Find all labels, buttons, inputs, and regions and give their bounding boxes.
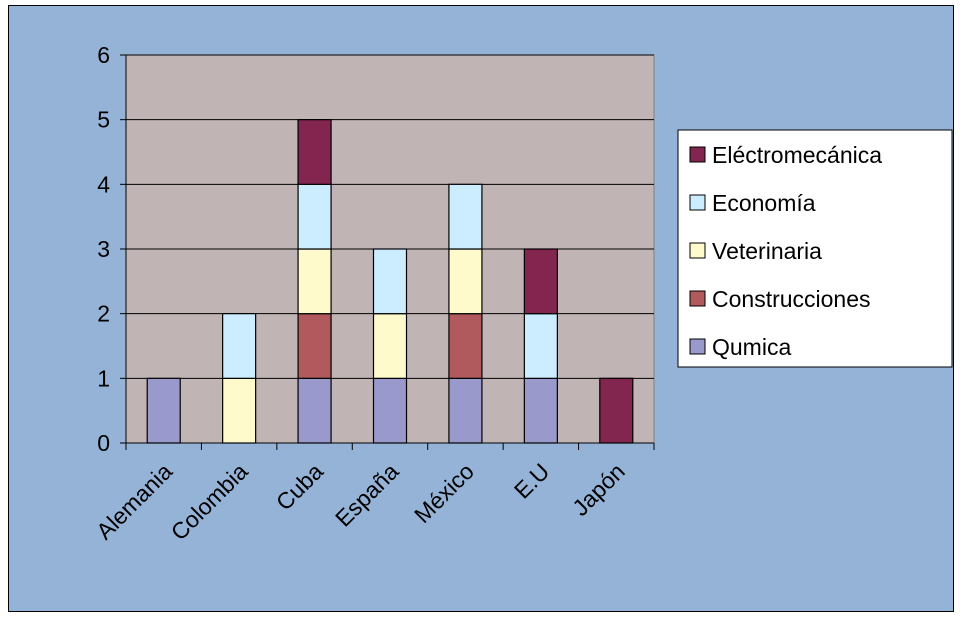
x-tick-label-España: España [330,458,404,532]
y-tick-label-1: 1 [97,365,110,391]
bar-Cuba-Construcciones [297,313,332,379]
bar-México-Economía [448,183,483,250]
x-tick-label-E.U: E.U [509,458,554,503]
y-tick-label-4: 4 [97,171,110,197]
legend-swatch-Construcciones [689,290,706,307]
bar-Cuba-Veterinaria [297,248,332,315]
x-tick-label-Cuba: Cuba [271,458,328,515]
bar-E.U-Eléctromecánica [523,248,558,315]
legend-swatch-Economía [689,194,706,211]
legend [677,129,953,368]
bar-Cuba-Economía [297,183,332,250]
bar-México-Veterinaria [448,248,483,315]
legend-label-Veterinaria: Veterinaria [712,238,822,264]
legend-label-Eléctromecánica: Eléctromecánica [712,142,882,168]
y-tick-label-3: 3 [97,236,110,262]
legend-swatch-Veterinaria [689,242,706,259]
x-tick-label-Alemania: Alemania [91,458,177,544]
bar-Japón-Eléctromecánica [599,377,634,444]
y-tick-label-0: 0 [97,430,110,456]
legend-label-Economía: Economía [712,190,816,216]
bar-Cuba-Qumica [297,377,332,444]
x-tick-label-México: México [409,458,479,528]
legend-swatch-Eléctromecánica [689,146,706,163]
bar-E.U-Economía [523,313,558,379]
bar-México-Construcciones [448,313,483,379]
bar-Colombia-Economía [222,313,257,379]
bar-E.U-Qumica [523,377,558,444]
y-tick-label-6: 6 [97,42,110,68]
legend-label-Construcciones: Construcciones [712,286,871,312]
bar-España-Veterinaria [372,313,408,379]
bar-Colombia-Veterinaria [222,377,257,444]
bar-España-Qumica [372,377,408,444]
x-tick-label-Japón: Japón [567,458,630,521]
y-tick-label-5: 5 [97,107,110,133]
bar-España-Economía [372,248,408,315]
x-tick-label-Colombia: Colombia [166,458,253,545]
legend-label-Qumica: Qumica [712,334,791,360]
bar-México-Qumica [448,377,483,444]
legend-swatch-Qumica [689,338,706,355]
bar-Cuba-Eléctromecánica [297,119,332,185]
y-tick-label-2: 2 [97,301,110,327]
bar-Alemania-Qumica [146,377,181,444]
